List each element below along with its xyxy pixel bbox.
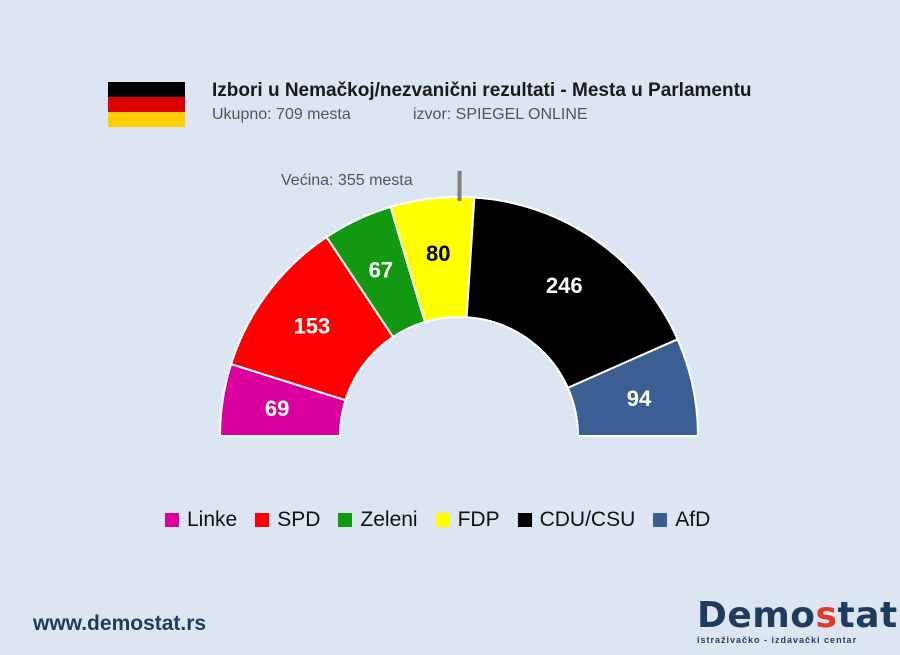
data-label-linke: 69 bbox=[265, 396, 289, 421]
legend-swatch bbox=[338, 513, 353, 527]
legend-item-fdp: FDP bbox=[435, 508, 500, 532]
logo-tagline: istraživačko - izdavački centar bbox=[697, 635, 858, 645]
data-label-cducsu: 246 bbox=[546, 273, 583, 298]
legend-swatch bbox=[165, 513, 179, 527]
seat-segment-afd bbox=[566, 337, 700, 437]
majority-label: Većina: 355 mesta bbox=[281, 172, 413, 189]
legend-swatch bbox=[435, 513, 450, 527]
legend-item-zeleni: Zeleni bbox=[338, 508, 418, 532]
legend-swatch bbox=[653, 513, 668, 527]
logo-wordmark: Demostat bbox=[697, 595, 898, 636]
legend-item-linke: Linke bbox=[165, 508, 237, 532]
germany-flag-icon bbox=[108, 82, 185, 127]
flag-stripe-black bbox=[108, 82, 185, 97]
data-label-afd: 94 bbox=[627, 386, 652, 411]
legend-swatch bbox=[517, 513, 532, 527]
demostat-logo: Demostat istraživačko - izdavački centar bbox=[697, 595, 898, 646]
flag-stripe-gold bbox=[108, 112, 185, 127]
flag-stripe-red bbox=[108, 97, 185, 112]
legend-label: Zeleni bbox=[360, 508, 418, 531]
legend-item-cducsu: CDU/CSU bbox=[517, 508, 636, 532]
seat-segment-cducsu bbox=[465, 196, 679, 390]
data-label-fdp: 80 bbox=[426, 241, 450, 266]
legend-swatch bbox=[255, 513, 270, 527]
legend-label: SPD bbox=[277, 508, 321, 531]
website-url[interactable]: www.demostat.rs bbox=[33, 612, 207, 635]
legend: Linke SPD Zeleni FDP CDU/CSU AfD bbox=[165, 508, 710, 532]
legend-label: Linke bbox=[187, 508, 238, 531]
source-label: izvor: SPIEGEL ONLINE bbox=[413, 106, 588, 123]
data-label-spd: 153 bbox=[294, 313, 331, 338]
legend-label: CDU/CSU bbox=[539, 508, 636, 531]
chart-title: Izbori u Nemačkoj/nezvanični rezultati -… bbox=[212, 80, 752, 101]
total-seats-label: Ukupno: 709 mesta bbox=[212, 106, 351, 123]
legend-item-afd: AfD bbox=[653, 508, 710, 532]
data-label-zeleni: 67 bbox=[369, 257, 393, 282]
legend-item-spd: SPD bbox=[255, 508, 320, 532]
legend-label: FDP bbox=[457, 508, 500, 531]
legend-label: AfD bbox=[675, 508, 711, 531]
